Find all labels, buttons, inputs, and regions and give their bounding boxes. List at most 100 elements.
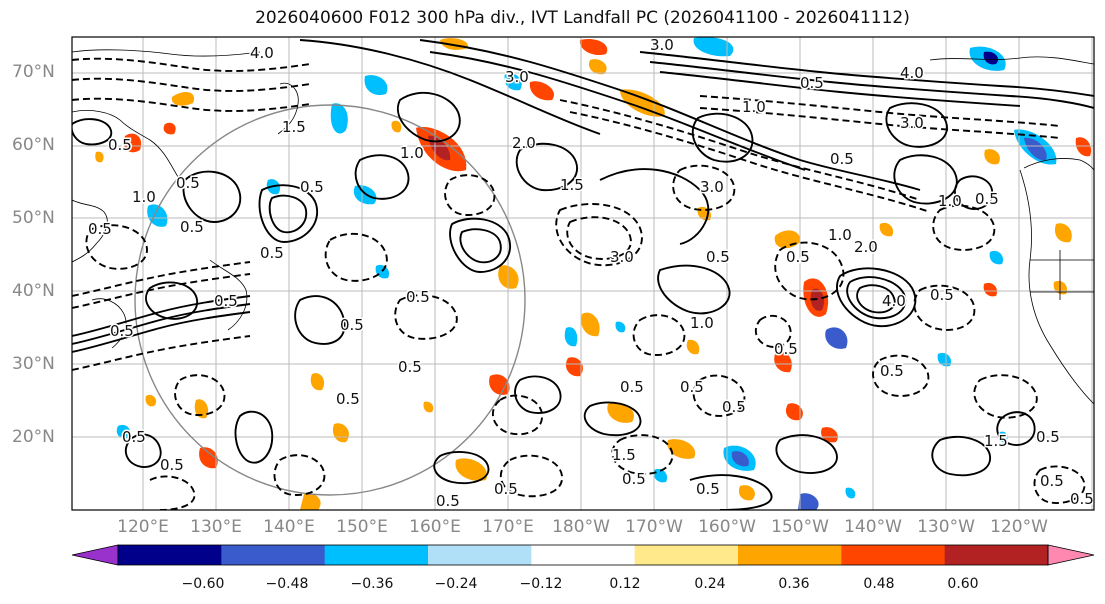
lon-label: 120°E [117, 517, 169, 537]
contour-label: 0.5 [122, 428, 146, 446]
lon-label: 120°W [990, 517, 1048, 537]
contour-label: 1.5 [282, 118, 306, 136]
colorbar-max-extend [1047, 544, 1095, 566]
colorbar-tick-label: −0.48 [265, 576, 309, 592]
contour-label: 1.0 [938, 192, 962, 210]
figure-title: 2026040600 F012 300 hPa div., IVT Landfa… [255, 8, 910, 28]
colorbar-tick-label: 0.12 [609, 576, 641, 592]
contour-label: 4.0 [900, 64, 924, 82]
contour-label: 0.5 [108, 136, 132, 154]
colorbar-tick-label: −0.36 [350, 576, 394, 592]
colorbar-segment [118, 545, 222, 565]
lat-label: 40°N [12, 281, 55, 301]
contour-label: 0.5 [930, 286, 954, 304]
lon-label: 170°W [625, 517, 683, 537]
lon-label: 160°W [698, 517, 756, 537]
contour-label: 0.5 [1036, 428, 1060, 446]
colorbar-tick-label: −0.60 [181, 576, 225, 592]
map-panel: 4.0 3.0 3.0 2.0 1.5 1.0 1.0 0.5 0.5 0.5 … [72, 36, 1095, 510]
contour-label: 0.5 [1070, 490, 1094, 508]
contour-label: 0.5 [774, 340, 798, 358]
dashed-contours [72, 57, 1086, 510]
colorbar-segment [324, 545, 429, 565]
lat-label: 30°N [12, 354, 55, 374]
colorbar-tick-label: 0.36 [778, 576, 810, 592]
contour-label: 0.5 [620, 378, 644, 396]
colorbar-segment [531, 545, 636, 565]
colorbar-segment [738, 545, 842, 565]
contour-label: 3.0 [700, 178, 724, 196]
lon-label: 180°W [552, 517, 610, 537]
contour-label: 2.0 [854, 238, 878, 256]
lat-label: 50°N [12, 208, 55, 228]
contour-label: 0.5 [88, 220, 112, 238]
contour-label: 0.5 [340, 316, 364, 334]
contour-label: 1.0 [132, 188, 156, 206]
contour-label: 0.5 [975, 190, 999, 208]
contour-label: 0.5 [214, 292, 238, 310]
colorbar-tick-label: −0.12 [519, 576, 563, 592]
colorbar-segment [221, 545, 326, 565]
contour-label: 2.0 [512, 134, 536, 152]
colorbar-tick-label: 0.60 [947, 576, 979, 592]
colorbar-segment [428, 545, 532, 565]
contour-label: 0.5 [436, 492, 460, 510]
colorbar-segment [634, 545, 739, 565]
contour-label: 1.5 [612, 446, 636, 464]
contour-label: 0.5 [722, 398, 746, 416]
lat-label: 60°N [12, 135, 55, 155]
contour-label: 1.5 [984, 432, 1008, 450]
contour-label: 0.5 [706, 248, 730, 266]
lat-label: 70°N [12, 62, 55, 82]
contour-label: 3.0 [900, 114, 924, 132]
contour-label: 0.5 [180, 218, 204, 236]
solid-contours [72, 39, 1094, 510]
contour-label: 0.5 [398, 358, 422, 376]
contour-label: 3.0 [505, 68, 529, 86]
lon-label: 150°W [771, 517, 829, 537]
contour-label: 3.0 [650, 36, 674, 54]
contour-label: 0.5 [110, 322, 134, 340]
contour-label: 0.5 [800, 74, 824, 92]
contour-label: 0.5 [176, 174, 200, 192]
colorbar-segment [841, 545, 946, 565]
contour-label: 0.5 [260, 244, 284, 262]
contour-label: 0.5 [336, 390, 360, 408]
contour-label: 0.5 [830, 150, 854, 168]
lon-label: 130°W [917, 517, 975, 537]
contour-label: 4.0 [882, 292, 906, 310]
contour-label: 3.0 [610, 248, 634, 266]
divergence-shading [95, 37, 1092, 510]
contour-label: 4.0 [250, 44, 274, 62]
contour-label: 0.5 [160, 456, 184, 474]
contour-label: 0.5 [696, 480, 720, 498]
lat-label: 20°N [12, 427, 55, 447]
contour-label: 1.0 [828, 226, 852, 244]
lon-label: 130°E [190, 517, 242, 537]
lon-label: 160°E [409, 517, 461, 537]
contour-label: 0.5 [1040, 472, 1064, 490]
contour-label: 1.0 [690, 314, 714, 332]
colorbar-tick-label: −0.24 [434, 576, 478, 592]
colorbar-min-extend [71, 544, 119, 566]
map-frame [71, 36, 1095, 511]
contour-label: 1.0 [742, 98, 766, 116]
colorbar-tick-label: 0.48 [863, 576, 895, 592]
lon-label: 170°E [482, 517, 534, 537]
contour-label: 0.5 [622, 470, 646, 488]
contour-label: 1.5 [560, 176, 584, 194]
contour-label: 0.5 [880, 362, 904, 380]
contour-label: 0.5 [786, 248, 810, 266]
contour-labels: 4.0 3.0 3.0 2.0 1.5 1.0 1.0 0.5 0.5 0.5 … [87, 36, 1095, 510]
lon-label: 140°E [263, 517, 315, 537]
contour-label: 0.5 [680, 378, 704, 396]
colorbar-frame [117, 544, 1049, 566]
colorbar [71, 544, 1095, 566]
contour-label: 0.5 [494, 480, 518, 498]
contour-label: 0.5 [406, 288, 430, 306]
contour-label: 0.5 [300, 178, 324, 196]
landfall-region-circle [134, 104, 526, 496]
lon-label: 140°W [844, 517, 902, 537]
lon-label: 150°E [336, 517, 388, 537]
